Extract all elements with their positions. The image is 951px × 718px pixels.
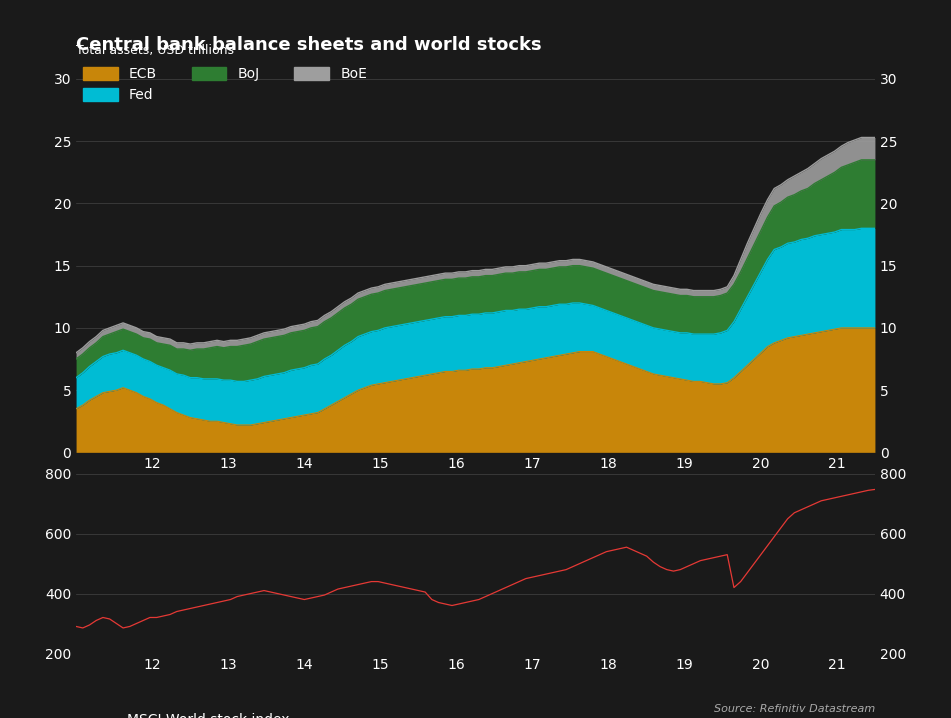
Legend: ECB, Fed, BoJ, BoE: ECB, Fed, BoJ, BoE (83, 67, 367, 102)
Text: Total assets, USD trillions: Total assets, USD trillions (76, 44, 234, 57)
Text: Source: Refinitiv Datastream: Source: Refinitiv Datastream (713, 704, 875, 714)
Legend: MSCI World stock index: MSCI World stock index (83, 707, 296, 718)
Text: Central bank balance sheets and world stocks: Central bank balance sheets and world st… (76, 36, 542, 54)
